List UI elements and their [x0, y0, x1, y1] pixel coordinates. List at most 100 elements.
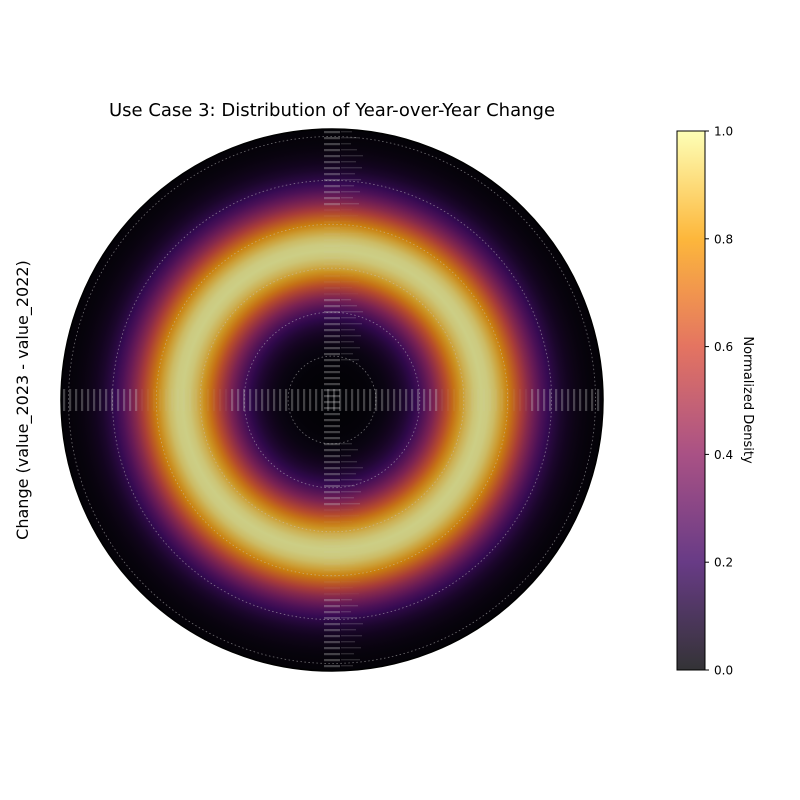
texture-bar	[341, 149, 357, 151]
texture-bar	[459, 389, 462, 411]
texture-bar	[105, 389, 108, 411]
texture-bar	[324, 467, 340, 470]
radial-gridline	[155, 223, 509, 577]
texture-bar	[429, 389, 432, 411]
texture-bar	[341, 167, 362, 169]
texture-bar	[324, 245, 340, 248]
texture-bar	[324, 323, 340, 326]
texture-bar	[579, 389, 582, 411]
radial-gridline	[243, 311, 421, 489]
texture-bar	[81, 389, 84, 411]
texture-bar	[147, 389, 150, 411]
texture-bar	[341, 515, 359, 517]
texture-bar	[555, 389, 558, 411]
texture-bar	[141, 389, 144, 411]
texture-bar	[189, 389, 192, 411]
texture-bar	[341, 503, 360, 505]
texture-bar	[537, 389, 540, 411]
texture-bar	[341, 323, 362, 325]
texture-bar	[341, 443, 352, 445]
texture-bar	[471, 389, 474, 411]
texture-bar	[153, 389, 156, 411]
texture-bar	[341, 653, 354, 655]
texture-bar	[341, 257, 361, 259]
texture-bar	[324, 533, 340, 536]
texture-bar	[341, 269, 360, 271]
texture-bar	[501, 389, 504, 411]
y-axis-label: Change (value_2023 - value_2022)	[13, 260, 33, 540]
texture-bar	[159, 389, 162, 411]
radial-gridline	[68, 136, 596, 664]
texture-bar	[591, 389, 594, 411]
texture-bar	[123, 389, 126, 411]
texture-bar	[341, 569, 361, 571]
texture-bar	[324, 641, 340, 644]
texture-bar	[513, 389, 516, 411]
texture-bar	[447, 389, 450, 411]
texture-bar	[324, 575, 340, 578]
texture-bar	[525, 389, 528, 411]
texture-bar	[411, 389, 414, 411]
texture-bar	[324, 281, 340, 284]
texture-bar	[341, 227, 357, 229]
texture-bar	[324, 377, 340, 380]
texture-bar	[341, 647, 361, 649]
texture-bar	[341, 131, 352, 133]
texture-bar	[324, 521, 340, 524]
texture-bar	[231, 389, 234, 411]
radial-gridline	[287, 355, 377, 445]
texture-bar	[341, 263, 354, 265]
texture-bar	[324, 431, 340, 434]
texture-bar	[324, 341, 340, 344]
texture-bar	[341, 251, 355, 253]
texture-bar	[324, 599, 340, 602]
texture-bar	[341, 311, 363, 313]
texture-bar	[341, 545, 363, 547]
texture-bar	[324, 605, 340, 608]
texture-bar	[324, 209, 340, 212]
texture-bar	[531, 389, 534, 411]
texture-bar	[324, 479, 340, 482]
texture-bar	[324, 449, 340, 452]
texture-bar	[324, 197, 340, 200]
texture-bar	[341, 353, 353, 355]
colorbar: 0.0 0.2 0.4 0.6 0.8 1.0 Normalized Density	[676, 125, 755, 678]
texture-bar	[341, 335, 361, 337]
texture-bar	[341, 491, 361, 493]
texture-bar	[351, 389, 354, 411]
texture-bar	[341, 347, 360, 349]
texture-bar	[341, 221, 351, 223]
colorbar-tick-label: 0.8	[714, 232, 733, 246]
texture-bar	[324, 227, 340, 230]
texture-bar	[171, 389, 174, 411]
texture-bar	[341, 665, 353, 667]
texture-bar	[341, 629, 356, 631]
polar-frame	[60, 128, 604, 672]
colorbar-body	[676, 130, 706, 671]
texture-bar	[341, 455, 351, 457]
radial-gridlines	[68, 136, 596, 664]
texture-bar	[324, 527, 340, 530]
texture-bar	[341, 197, 353, 199]
texture-bar	[381, 389, 384, 411]
texture-bar	[393, 389, 396, 411]
texture-bar	[341, 203, 359, 205]
texture-bar	[324, 203, 340, 206]
density-ring	[61, 129, 603, 671]
texture-bar	[315, 389, 318, 411]
texture-artifacts	[63, 131, 600, 668]
texture-bar	[225, 389, 228, 411]
texture-bar	[333, 389, 336, 411]
texture-bar	[324, 497, 340, 500]
texture-bar	[324, 155, 340, 158]
texture-bar	[453, 389, 456, 411]
texture-bar	[261, 389, 264, 411]
texture-bar	[341, 161, 356, 163]
texture-bar	[291, 389, 294, 411]
texture-bar	[324, 407, 340, 410]
texture-bar	[489, 389, 492, 411]
texture-bar	[341, 605, 358, 607]
texture-bar	[341, 533, 351, 535]
texture-bar	[341, 143, 351, 145]
texture-bar	[387, 389, 390, 411]
